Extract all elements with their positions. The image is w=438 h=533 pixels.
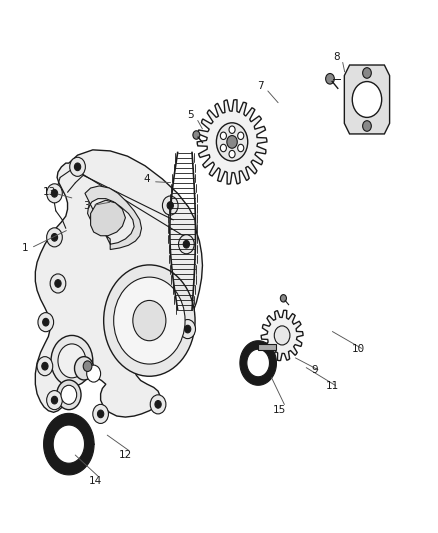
Text: 14: 14: [88, 477, 102, 486]
Circle shape: [87, 365, 101, 382]
Circle shape: [47, 184, 62, 203]
Circle shape: [42, 318, 49, 326]
Circle shape: [58, 344, 86, 378]
Circle shape: [47, 228, 62, 247]
Circle shape: [238, 132, 244, 140]
Circle shape: [179, 235, 194, 254]
Circle shape: [150, 395, 166, 414]
Text: 15: 15: [273, 405, 286, 415]
Circle shape: [274, 326, 290, 345]
Text: 7: 7: [257, 81, 264, 91]
Polygon shape: [240, 341, 276, 385]
Circle shape: [38, 313, 53, 332]
Text: 1: 1: [22, 243, 28, 253]
Circle shape: [51, 190, 58, 197]
Circle shape: [55, 280, 61, 287]
Text: 13: 13: [42, 187, 56, 197]
Circle shape: [155, 400, 161, 408]
Circle shape: [37, 357, 53, 376]
Circle shape: [51, 233, 58, 241]
Polygon shape: [44, 414, 94, 475]
Polygon shape: [197, 100, 267, 184]
Text: 10: 10: [352, 344, 365, 354]
Circle shape: [51, 335, 93, 386]
Circle shape: [50, 274, 66, 293]
Circle shape: [114, 277, 185, 364]
Circle shape: [238, 144, 244, 152]
Circle shape: [93, 405, 109, 423]
Circle shape: [183, 240, 190, 248]
Polygon shape: [258, 344, 276, 350]
Circle shape: [352, 82, 381, 117]
Circle shape: [325, 74, 334, 84]
Circle shape: [51, 397, 58, 404]
Circle shape: [180, 319, 195, 338]
Text: 3: 3: [83, 200, 89, 211]
Polygon shape: [91, 200, 125, 236]
Circle shape: [229, 150, 235, 158]
Circle shape: [167, 201, 173, 209]
Polygon shape: [344, 65, 390, 134]
Circle shape: [193, 131, 200, 139]
Circle shape: [220, 132, 226, 140]
Circle shape: [229, 126, 235, 133]
Circle shape: [280, 295, 286, 302]
Circle shape: [220, 144, 226, 152]
Polygon shape: [261, 310, 303, 361]
Text: 9: 9: [311, 365, 318, 375]
Circle shape: [184, 325, 191, 333]
Circle shape: [363, 68, 371, 78]
Text: 5: 5: [187, 110, 194, 120]
Circle shape: [104, 265, 195, 376]
Circle shape: [61, 385, 77, 405]
Circle shape: [216, 123, 248, 161]
Text: 8: 8: [333, 52, 340, 62]
Text: 12: 12: [119, 450, 132, 460]
Circle shape: [133, 301, 166, 341]
Circle shape: [70, 157, 85, 176]
Polygon shape: [35, 150, 202, 417]
Circle shape: [98, 410, 104, 418]
Circle shape: [227, 135, 237, 148]
Circle shape: [74, 163, 81, 171]
Circle shape: [74, 357, 94, 380]
Circle shape: [363, 120, 371, 131]
Circle shape: [83, 361, 92, 372]
Polygon shape: [85, 186, 141, 249]
Circle shape: [42, 362, 48, 370]
Circle shape: [57, 380, 81, 410]
Circle shape: [162, 196, 178, 215]
Circle shape: [47, 391, 62, 410]
Text: 11: 11: [325, 381, 339, 391]
Text: 4: 4: [144, 174, 151, 184]
